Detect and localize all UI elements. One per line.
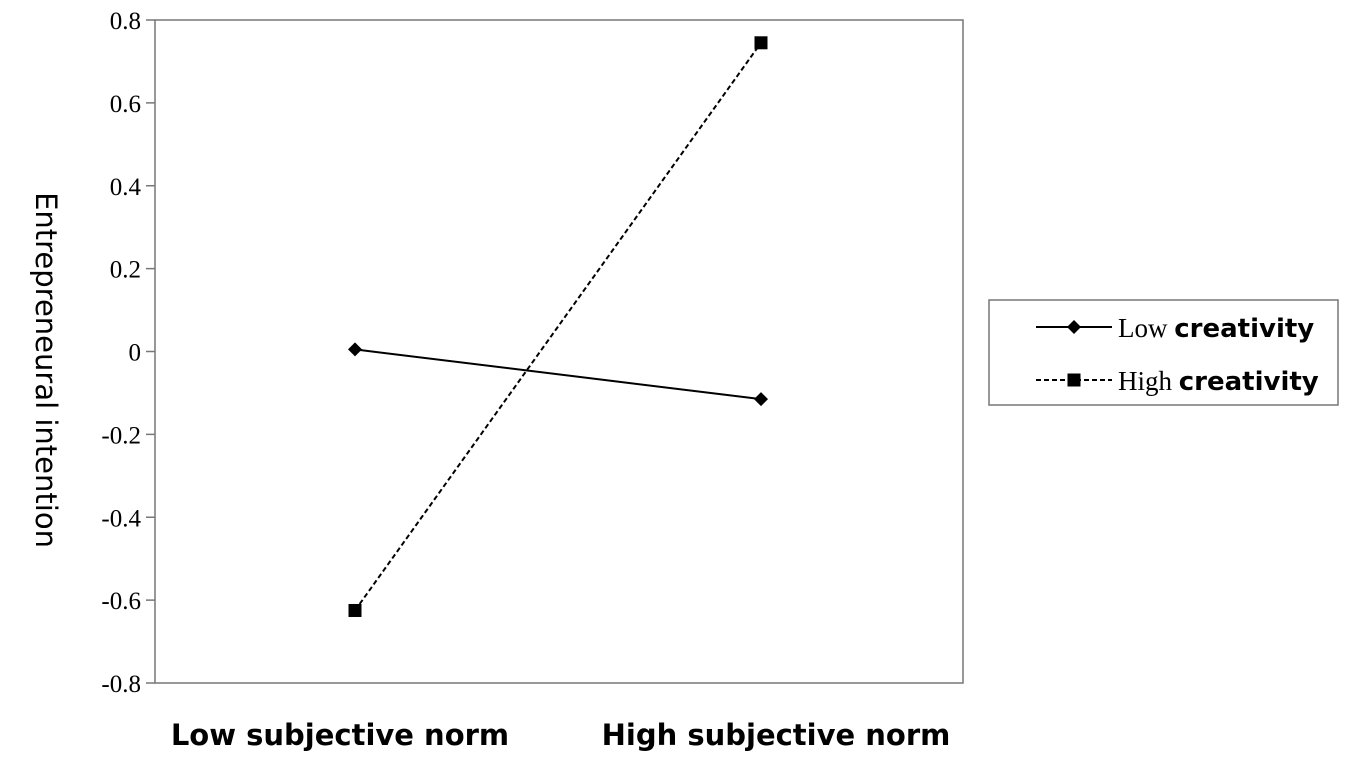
series-group [348,36,768,617]
x-category-label: High subjective norm [602,718,951,752]
y-tick-label: 0.8 [110,8,141,35]
data-point-square [348,603,362,617]
series-line [354,42,762,612]
legend-marker-square [1067,373,1081,387]
legend-label-variable: creativity [1174,314,1314,344]
y-tick-label: -0.6 [101,588,141,615]
y-axis-ticks: 0.8 0.6 0.4 0.2 0 -0.2 -0.4 -0.6 -0.8 [101,8,155,698]
legend-label-level: High [1118,366,1179,396]
y-tick-label: 0.2 [110,257,141,284]
x-category-label: Low subjective norm [171,718,509,752]
data-point-diamond [348,342,362,357]
y-tick-label: 0.4 [110,174,142,201]
y-tick-label: -0.2 [101,422,141,449]
legend-label-variable: creativity [1179,367,1319,397]
data-point-square [754,36,768,50]
data-point-diamond [754,392,768,407]
series-line [354,348,762,401]
y-tick-label: 0.6 [110,91,141,118]
legend-label: Low creativity [1118,313,1314,344]
y-tick-label: -0.4 [101,505,141,532]
plot-border [154,19,964,684]
y-axis-label: Entrepreneural intention [29,192,63,548]
x-axis-categories: Low subjective norm High subjective norm [171,718,951,752]
legend-marker-diamond [1067,320,1081,334]
legend-label: High creativity [1118,366,1319,397]
y-tick-label: 0 [129,340,142,367]
legend-label-level: Low [1118,313,1174,343]
plot-frame [154,19,964,684]
legend-box [988,299,1339,406]
y-tick-label: -0.8 [101,671,141,698]
